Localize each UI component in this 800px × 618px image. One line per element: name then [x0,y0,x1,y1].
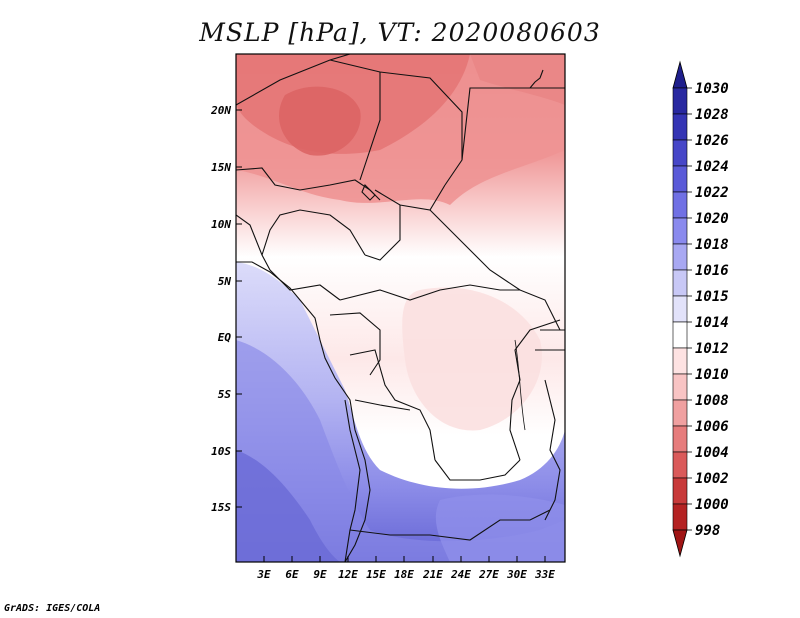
lat-label: 5N [218,275,232,288]
lon-label: 21E [422,568,443,581]
lon-label: 24E [450,568,471,581]
chart-title: MSLP [hPa], VT: 2020080603 [199,18,601,47]
colorbar-segment [672,373,688,401]
lat-label: 15S [211,501,231,514]
colorbar-segment [672,87,688,115]
colorbar-segment [672,295,688,323]
colorbar-segment [672,451,688,479]
lon-label: 18E [394,568,414,581]
colorbar-segment [672,269,688,297]
lon-label: 12E [338,568,358,581]
colorbar-segment [672,425,688,453]
lat-ticks [236,109,242,508]
lat-label: 10S [211,445,231,458]
lon-label: 3E [256,568,271,581]
colorbar-label: 1008 [695,393,729,409]
colorbar-label: 1026 [695,133,729,149]
lon-label: 15E [366,568,386,581]
colorbar-segment [672,113,688,141]
colorbar-segment [672,399,688,427]
colorbar-top-arrow [672,60,688,89]
colorbar-label: 1010 [695,367,729,383]
colorbar-label: 1012 [695,341,729,357]
map-field [236,54,565,562]
lat-label: 15N [211,161,231,174]
lon-labels: 3E 6E 9E 12E 15E 18E 21E 24E 27E 30E 33E [256,568,555,581]
colorbar-label: 998 [695,523,720,539]
colorbar-label: 1016 [695,263,729,279]
colorbar: 1030 1028 1026 1024 1022 1020 1018 1016 1015 1014… [672,60,729,558]
colorbar-bottom-arrow [672,529,688,558]
colorbar-label: 1004 [695,445,729,461]
colorbar-segment [672,191,688,219]
colorbar-segment [672,503,688,531]
lon-ticks [263,556,546,562]
lon-label: 30E [506,568,527,581]
lon-label: 9E [313,568,327,581]
colorbar-label: 1006 [695,419,729,435]
colorbar-label: 1015 [695,289,729,305]
colorbar-segment [672,477,688,505]
colorbar-segment [672,217,688,245]
lon-label: 27E [478,568,499,581]
grads-credit: GrADS: IGES/COLA [4,603,101,614]
lat-label: 5S [218,388,232,401]
colorbar-segment [672,347,688,375]
lat-label: 20N [210,104,231,117]
colorbar-label: 1018 [695,237,729,253]
borders [236,54,565,562]
colorbar-segment [672,321,688,349]
map-frame [235,53,566,563]
colorbar-label: 1028 [695,107,729,123]
lat-labels: 20N 15N 10N 5N EQ 5S 10S 15S [210,104,231,514]
colorbar-label: 1022 [695,185,729,201]
lon-label: 6E [285,568,299,581]
colorbar-segment [672,139,688,167]
colorbar-label: 1002 [695,471,729,487]
colorbar-label: 1014 [695,315,729,331]
colorbar-label: 1020 [695,211,729,227]
colorbar-label: 1024 [695,159,729,175]
colorbar-segment [672,243,688,271]
lon-label: 33E [534,568,555,581]
colorbar-label: 1030 [695,81,729,97]
colorbar-label: 1000 [695,497,729,513]
lat-label: EQ [218,331,232,344]
colorbar-segment [672,165,688,193]
lat-label: 10N [211,218,231,231]
